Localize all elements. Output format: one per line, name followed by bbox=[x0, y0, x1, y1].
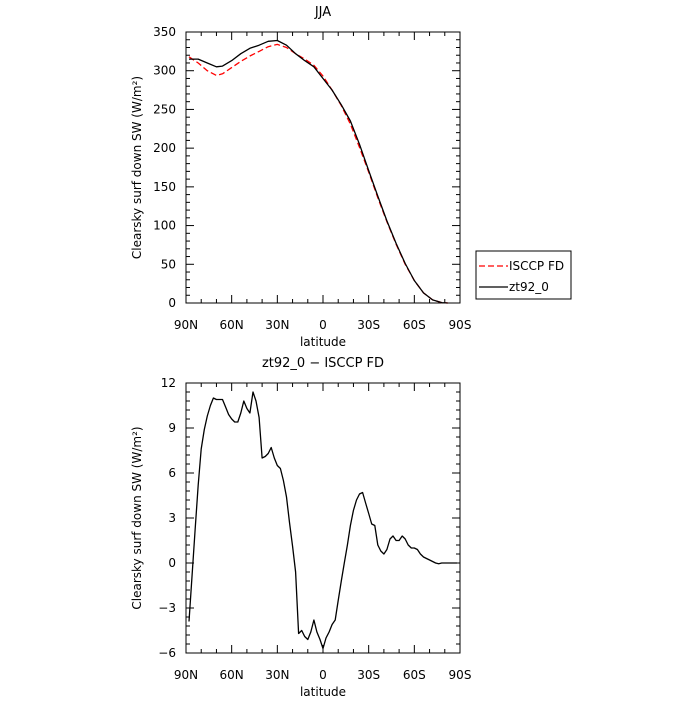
legend-label: ISCCP FD bbox=[509, 259, 564, 273]
y-tick-label: 12 bbox=[161, 376, 176, 390]
y-tick-label: −3 bbox=[158, 601, 176, 615]
series-line-2 bbox=[189, 39, 448, 304]
x-tick-label: 90S bbox=[449, 668, 472, 682]
x-axis-label: latitude bbox=[300, 685, 346, 699]
legend-box bbox=[475, 250, 572, 300]
x-tick-label: 30S bbox=[357, 668, 380, 682]
chart-panel-2: 90N 60N 30N 0 30S 60S 90S −6 −3 0 3 6 9 12 zt92_0 − IS… bbox=[130, 356, 471, 699]
x-tick-label: 60S bbox=[403, 668, 426, 682]
y-tick-label: 9 bbox=[168, 421, 176, 435]
series-line-1 bbox=[188, 391, 457, 650]
y-tick-label: 0 bbox=[168, 296, 176, 310]
x-tick-label: 30S bbox=[357, 318, 380, 332]
series-line-1 bbox=[188, 43, 448, 304]
x-tick-label: 0 bbox=[319, 668, 327, 682]
x-axis-label: latitude bbox=[300, 335, 346, 349]
y-tick-label: 200 bbox=[153, 141, 176, 155]
y-tick-label: 50 bbox=[161, 257, 176, 271]
y-tick-label: 3 bbox=[168, 511, 176, 525]
y-axis-label: Clearsky surf down SW (W/m²) bbox=[130, 426, 144, 609]
x-tick-label: 30N bbox=[265, 668, 289, 682]
plot-frame bbox=[185, 31, 461, 304]
chart-panel-1: 90N 60N 30N 0 30S 60S 90S 0 50 100 150 200 250 300 350… bbox=[130, 5, 572, 349]
x-tick-label: 90N bbox=[174, 318, 198, 332]
chart-title: zt92_0 − ISCCP FD bbox=[262, 356, 384, 371]
legend-label: zt92_0 bbox=[509, 280, 549, 294]
y-tick-label: −6 bbox=[158, 646, 176, 660]
y-tick-label: 6 bbox=[168, 466, 176, 480]
x-tick-label: 90N bbox=[174, 668, 198, 682]
x-tick-label: 60N bbox=[220, 318, 244, 332]
x-tick-label: 0 bbox=[319, 318, 327, 332]
y-tick-label: 100 bbox=[153, 219, 176, 233]
y-tick-label: 250 bbox=[153, 102, 176, 116]
y-axis-label: Clearsky surf down SW (W/m²) bbox=[130, 76, 144, 259]
x-tick-label: 60S bbox=[403, 318, 426, 332]
chart-title: JJA bbox=[314, 5, 331, 20]
legend: ISCCP FD zt92_0 bbox=[475, 250, 572, 300]
y-tick-label: 0 bbox=[168, 556, 176, 570]
x-tick-label: 30N bbox=[265, 318, 289, 332]
x-tick-label: 60N bbox=[220, 668, 244, 682]
x-tick-label: 90S bbox=[449, 318, 472, 332]
y-tick-label: 300 bbox=[153, 64, 176, 78]
plot-frame bbox=[185, 382, 461, 654]
y-tick-label: 350 bbox=[153, 25, 176, 39]
y-tick-label: 150 bbox=[153, 180, 176, 194]
